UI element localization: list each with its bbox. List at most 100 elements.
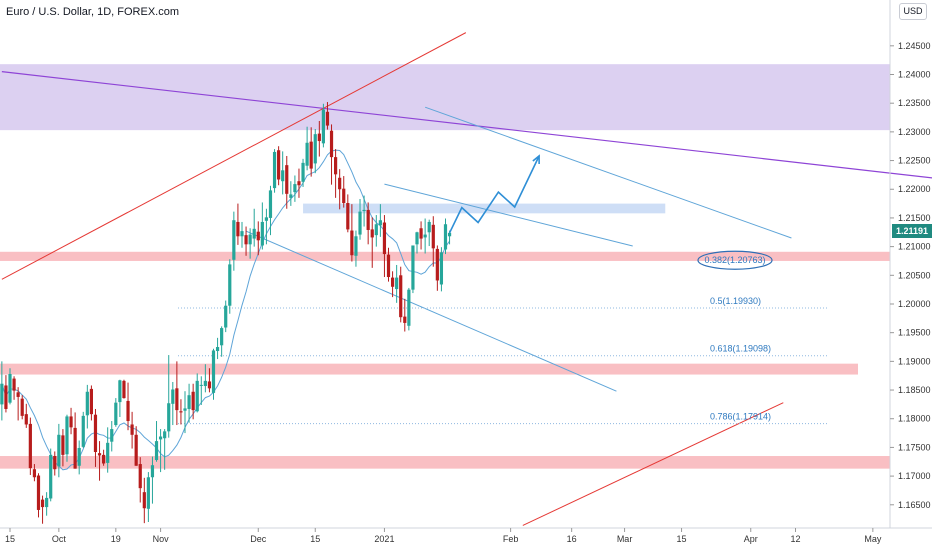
candle: [264, 208, 269, 245]
candle-body: [24, 414, 28, 425]
candle-body: [28, 423, 32, 469]
price-tick-label: 1.16500: [898, 500, 931, 510]
candle-body: [179, 411, 183, 413]
time-tick-label: Dec: [250, 534, 267, 544]
candle: [110, 421, 114, 452]
candle: [395, 264, 399, 303]
candle-body: [374, 224, 378, 236]
last-price-badge: 1.21191: [892, 224, 932, 238]
fib-label: 0.786(1.17914): [710, 412, 771, 422]
candle-body: [447, 232, 452, 237]
candle-body: [57, 434, 61, 467]
candle-body: [203, 380, 207, 387]
candle: [142, 477, 146, 524]
candle-body: [167, 403, 171, 432]
candle-body: [183, 408, 187, 411]
candle: [305, 126, 309, 171]
candle: [183, 391, 187, 434]
candle-body: [281, 170, 285, 182]
forecast-arrow-icon: [532, 154, 540, 164]
candle: [53, 451, 57, 476]
candle: [167, 355, 171, 438]
candle-body: [423, 234, 427, 238]
time-tick-label: 2021: [374, 534, 394, 544]
time-tick-label: 15: [310, 534, 320, 544]
price-tick-label: 1.21000: [898, 242, 931, 252]
candle-body: [350, 230, 354, 256]
candle: [118, 379, 122, 418]
candle: [309, 127, 313, 177]
candle: [407, 287, 411, 331]
candle-body: [106, 442, 110, 463]
time-tick-label: May: [864, 534, 882, 544]
candle-body: [53, 456, 57, 470]
candle: [215, 337, 220, 360]
candle: [187, 383, 191, 423]
candle-body: [313, 134, 317, 164]
currency-button[interactable]: USD: [899, 3, 927, 20]
time-tick-label: Nov: [153, 534, 170, 544]
candle-body: [73, 427, 77, 469]
candle: [366, 202, 370, 245]
candle-body: [150, 465, 155, 478]
support-zone-3: [0, 456, 890, 469]
candle-body: [277, 150, 281, 180]
candle: [346, 194, 350, 233]
candle-body: [399, 275, 403, 318]
fib-label: 0.382(1.20763): [704, 255, 765, 265]
candle-body: [0, 383, 4, 405]
candle: [32, 464, 37, 482]
candle: [114, 398, 118, 427]
candle-body: [220, 328, 224, 346]
candle-body: [334, 157, 338, 175]
candle-body: [142, 492, 146, 509]
candle: [171, 382, 175, 426]
price-tick-label: 1.20500: [898, 270, 931, 280]
candle: [419, 221, 423, 250]
candle: [199, 376, 203, 405]
candle-body: [163, 431, 167, 439]
candle-body: [301, 162, 305, 182]
candle: [163, 429, 167, 470]
candle-body: [378, 220, 382, 226]
candle: [85, 384, 89, 429]
support-zone-2: [0, 363, 858, 375]
candle-body: [134, 434, 138, 466]
candle-body: [40, 499, 45, 508]
price-tick-label: 1.23000: [898, 127, 931, 137]
candle-body: [97, 453, 102, 456]
candle: [126, 382, 130, 431]
price-tick-label: 1.19000: [898, 356, 931, 366]
candle: [191, 383, 195, 420]
candle-body: [154, 441, 159, 461]
candle-body: [370, 229, 374, 238]
candle-body: [207, 381, 212, 389]
candle: [325, 102, 330, 130]
candle-body: [321, 109, 325, 144]
candle-body: [419, 228, 423, 239]
time-tick-label: Oct: [52, 534, 67, 544]
candle-body: [268, 190, 273, 218]
candle-body: [431, 224, 435, 249]
candle: [334, 149, 338, 198]
fib-label: 0.618(1.19098): [710, 344, 771, 354]
candle-body: [228, 264, 232, 306]
candle: [89, 385, 93, 421]
candle-body: [4, 385, 8, 409]
candle-body: [175, 388, 179, 411]
candle: [342, 176, 346, 208]
candle: [57, 423, 61, 478]
candle: [228, 259, 232, 314]
candle: [61, 429, 65, 467]
candle: [73, 412, 77, 469]
time-tick-label: 12: [791, 534, 801, 544]
chart-title: Euro / U.S. Dollar, 1D, FOREX.com: [6, 6, 179, 18]
candle: [130, 411, 134, 449]
candle-body: [130, 424, 134, 435]
time-tick-label: 19: [111, 534, 121, 544]
candle: [106, 427, 110, 473]
candle-body: [16, 392, 20, 397]
candle-body: [329, 130, 334, 158]
candle-body: [93, 414, 98, 453]
